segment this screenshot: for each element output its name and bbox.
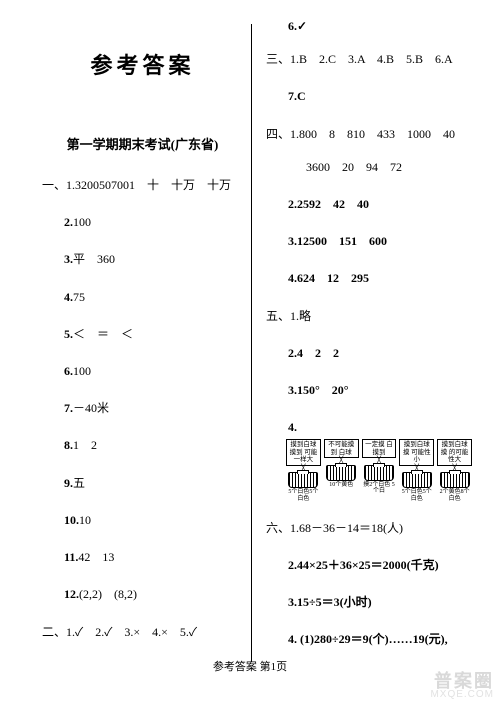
- diagram-unit: 摸到白球摸 的可能性大 ╳ 2个黄色8个白色: [437, 439, 472, 502]
- probability-diagram: 摸到白球摸到 可能一样大 ╳ 5个白色5个白色 不可能摸到 白球 ╳ 10个黄色…: [286, 439, 472, 502]
- sec6-3: 3.15÷5＝3(小时): [266, 594, 472, 610]
- item-num: 6.: [64, 364, 73, 378]
- sec4-1b: 3600 20 94 72: [266, 159, 472, 175]
- item-num: 4.: [64, 290, 73, 304]
- diagram-box: 摸到白球摸 可能性小: [399, 439, 434, 465]
- item-text: 4. (1)280÷29＝9(个)……19(元),: [288, 632, 448, 646]
- sec4-1a: 四、1.800 8 810 433 1000 40: [266, 126, 472, 142]
- item-num: 5.: [64, 327, 73, 341]
- two-column-layout: 参考答案 第一学期期末考试(广东省) 一、1.3200507001 十 十万 十…: [42, 18, 472, 668]
- item-text: 3.12500 151 600: [288, 234, 387, 248]
- item-num: 8.: [64, 438, 73, 452]
- item-text: －40米: [73, 401, 109, 415]
- diagram-caption: 5个白色5个白色: [399, 489, 434, 502]
- page-title: 参考答案: [42, 48, 243, 80]
- diagram-caption: 5个白色5个白色: [286, 489, 321, 502]
- sec1-item9: 9.五: [42, 475, 243, 491]
- sec1-item4: 4.75: [42, 289, 243, 305]
- item-text: 42 13: [78, 550, 114, 564]
- item-num: 10.: [64, 513, 79, 527]
- item-text: 100: [73, 215, 91, 229]
- jar-icon: [440, 472, 470, 488]
- item-text: 100: [73, 364, 91, 378]
- item-text: 2.2592 42 40: [288, 197, 369, 211]
- item-text: 2.4 2 2: [288, 346, 339, 360]
- sec5-1: 五、1.略: [266, 308, 472, 324]
- diagram-unit: 摸到白球摸 可能性小 ╳ 5个白色5个白色: [399, 439, 434, 502]
- sec6-4: 4. (1)280÷29＝9(个)……19(元),: [266, 631, 472, 647]
- left-column: 参考答案 第一学期期末考试(广东省) 一、1.3200507001 十 十万 十…: [42, 18, 251, 668]
- sec1-lead: 一、1.: [42, 178, 75, 192]
- item-text: 4.624 12 295: [288, 271, 369, 285]
- item-text: 7.C: [288, 89, 306, 103]
- item-text: (2,2) (8,2): [79, 587, 137, 601]
- answer-key-page: 参考答案 第一学期期末考试(广东省) 一、1.3200507001 十 十万 十…: [0, 0, 500, 704]
- item-text: 6.✓: [288, 19, 307, 33]
- sec4-2: 2.2592 42 40: [266, 196, 472, 212]
- diagram-caption: 摸2个白色 5个白: [362, 482, 397, 495]
- right-column: 6.✓ 三、1.B 2.C 3.A 4.B 5.B 6.A 7.C 四、1.80…: [252, 18, 472, 668]
- sec1-item1-text: 3200507001 十 十万 十万: [75, 178, 231, 192]
- sec1-item11: 11.42 13: [42, 549, 243, 565]
- sec1-item7: 7.－40米: [42, 400, 243, 416]
- sec3-line-a: 三、1.B 2.C 3.A 4.B 5.B 6.A: [266, 51, 472, 67]
- sec1-item5: 5.＜ ＝ ＜: [42, 326, 243, 342]
- jar-icon: [326, 465, 356, 481]
- item-num: 3.: [64, 252, 73, 266]
- diagram-unit: 一定摸 白摸到 ╳ 摸2个白色 5个白: [362, 439, 397, 494]
- sec6-1: 六、1.68－36－14＝18(人): [266, 520, 472, 536]
- sec4-4: 4.624 12 295: [266, 270, 472, 286]
- item-num: 12.: [64, 587, 79, 601]
- item-text: 五: [73, 476, 85, 490]
- item-num: 11.: [64, 550, 78, 564]
- item-text: 平 360: [73, 252, 115, 266]
- sec5-4-lead: 4.: [288, 420, 297, 434]
- sec1-item2: 2.100: [42, 214, 243, 230]
- item-text: ＜ ＝ ＜: [73, 327, 133, 341]
- item-text: 3.150° 20°: [288, 383, 349, 397]
- sec1-item8: 8.1 2: [42, 437, 243, 453]
- watermark: 普案圈 MXQE.COM: [430, 672, 494, 700]
- sec2-line: 二、1.✓ 2.✓ 3.× 4.× 5.✓: [42, 623, 243, 640]
- diagram-box: 摸到白球摸 的可能性大: [437, 439, 472, 465]
- exam-subtitle: 第一学期期末考试(广东省): [42, 134, 243, 153]
- watermark-line2: MXQE.COM: [430, 690, 494, 700]
- item-text: 1 2: [73, 438, 97, 452]
- sec1-item3: 3.平 360: [42, 251, 243, 267]
- jar-icon: [288, 472, 318, 488]
- sec3-line-b: 7.C: [266, 88, 472, 104]
- jar-icon: [402, 472, 432, 488]
- item-text: 2.44×25＋36×25＝2000(千克): [288, 558, 439, 572]
- jar-icon: [364, 465, 394, 481]
- sec1-item10: 10.10: [42, 512, 243, 528]
- item-num: 2.: [64, 215, 73, 229]
- item-text: 75: [73, 290, 85, 304]
- item-num: 9.: [64, 476, 73, 490]
- sec5-4: 4. 摸到白球摸到 可能一样大 ╳ 5个白色5个白色 不可能摸到 白球 ╳ 10…: [266, 419, 472, 502]
- diagram-unit: 不可能摸到 白球 ╳ 10个黄色: [324, 439, 359, 488]
- diagram-unit: 摸到白球摸到 可能一样大 ╳ 5个白色5个白色: [286, 439, 321, 502]
- sec6-2: 2.44×25＋36×25＝2000(千克): [266, 557, 472, 573]
- sec1-item6: 6.100: [42, 363, 243, 379]
- diagram-caption: 10个黄色: [329, 482, 353, 488]
- sec5-3: 3.150° 20°: [266, 382, 472, 398]
- diagram-caption: 2个黄色8个白色: [437, 489, 472, 502]
- page-footer: 参考答案 第1页: [0, 658, 500, 674]
- item-text: 10: [79, 513, 91, 527]
- item-text: 3.15÷5＝3(小时): [288, 595, 372, 609]
- watermark-line1: 普案圈: [430, 672, 494, 690]
- item-num: 7.: [64, 401, 73, 415]
- sec1-item1: 一、1.3200507001 十 十万 十万: [42, 177, 243, 193]
- sec4-3: 3.12500 151 600: [266, 233, 472, 249]
- diagram-box: 摸到白球摸到 可能一样大: [286, 439, 321, 465]
- sec5-2: 2.4 2 2: [266, 345, 472, 361]
- sec2-item6: 6.✓: [266, 18, 472, 34]
- sec1-item12: 12.(2,2) (8,2): [42, 586, 243, 602]
